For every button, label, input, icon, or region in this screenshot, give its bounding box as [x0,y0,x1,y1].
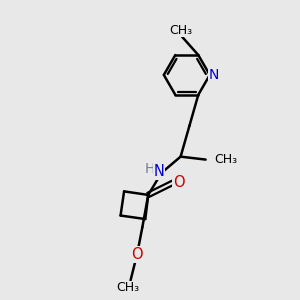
Text: N: N [154,164,165,179]
Text: O: O [131,247,143,262]
Text: O: O [173,175,184,190]
Text: N: N [208,68,219,82]
Text: H: H [145,162,155,176]
Text: CH₃: CH₃ [169,24,192,37]
Text: CH₃: CH₃ [116,281,139,294]
Text: CH₃: CH₃ [214,153,237,166]
